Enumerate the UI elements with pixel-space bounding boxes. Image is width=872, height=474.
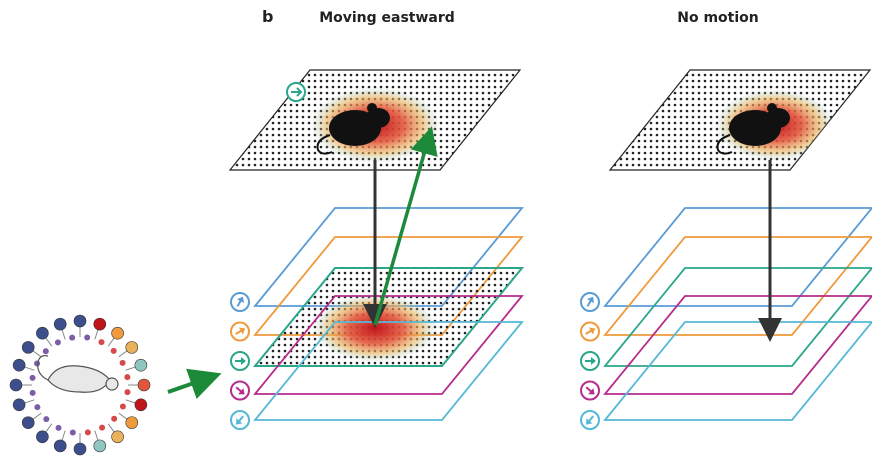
cell-node	[111, 348, 117, 354]
cell-node	[120, 403, 126, 409]
cell-node	[55, 339, 61, 345]
cell-node	[124, 374, 130, 380]
mouse	[38, 356, 118, 393]
cell-node	[43, 416, 49, 422]
cell-node	[120, 360, 126, 366]
cell	[13, 359, 25, 371]
input-arrow	[168, 376, 214, 392]
cell	[74, 315, 86, 327]
cell	[135, 399, 147, 411]
cell	[74, 443, 86, 455]
layer	[605, 237, 872, 335]
cell-node	[98, 339, 104, 345]
cell	[36, 327, 48, 339]
cell-node	[85, 429, 91, 435]
cell	[135, 359, 147, 371]
layer	[605, 322, 872, 420]
panel-label: b	[262, 7, 273, 26]
cell-node	[34, 361, 40, 367]
cell-node	[99, 425, 105, 431]
cell	[112, 327, 124, 339]
cell	[94, 440, 106, 452]
cell	[94, 318, 106, 330]
cell	[54, 318, 66, 330]
layer	[605, 208, 872, 306]
cell	[13, 399, 25, 411]
cell-node	[124, 389, 130, 395]
cell-node	[56, 425, 62, 431]
cell-node	[34, 404, 40, 410]
layer	[605, 296, 872, 394]
cell-node	[111, 416, 117, 422]
cell-node	[84, 335, 90, 341]
cell	[126, 417, 138, 429]
cell	[36, 431, 48, 443]
cell	[22, 417, 34, 429]
panel-title: Moving eastward	[319, 10, 455, 26]
cell	[10, 379, 22, 391]
cell-node	[30, 375, 36, 381]
cell-node	[43, 348, 49, 354]
cell-node	[69, 335, 75, 341]
figure: b Moving eastward No motion	[0, 0, 872, 474]
cell-node	[70, 429, 76, 435]
cell	[54, 440, 66, 452]
cell	[22, 341, 34, 353]
cell	[112, 431, 124, 443]
panel-title: No motion	[677, 10, 759, 26]
cell	[138, 379, 150, 391]
layer	[605, 268, 872, 366]
cell	[126, 341, 138, 353]
cell-node	[30, 390, 36, 396]
